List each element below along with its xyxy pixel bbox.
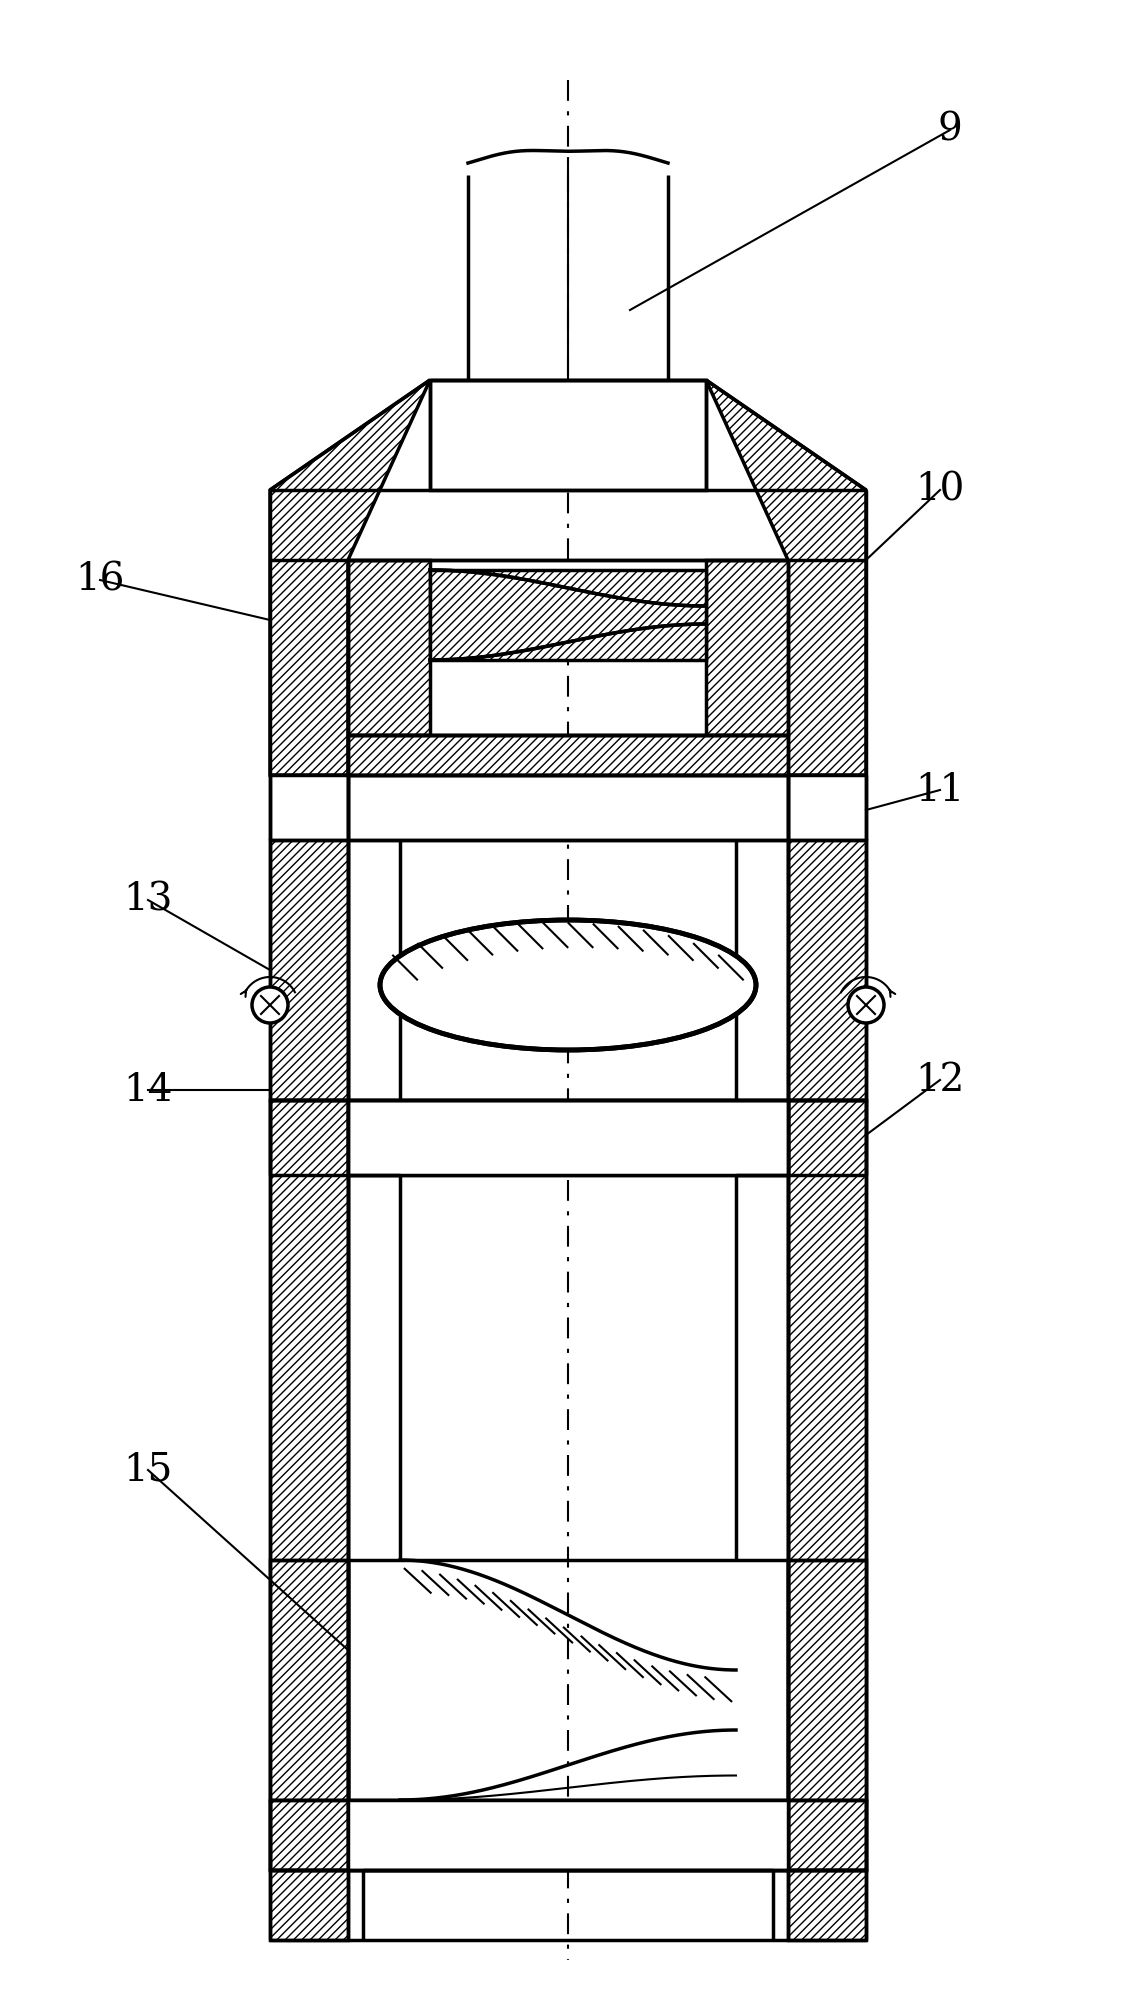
Polygon shape bbox=[270, 380, 431, 775]
Circle shape bbox=[847, 986, 884, 1024]
Ellipse shape bbox=[381, 920, 755, 1050]
Bar bbox=[348, 735, 788, 775]
Bar bbox=[788, 1560, 866, 1801]
Bar bbox=[270, 1560, 348, 1801]
Bar bbox=[788, 1801, 866, 1870]
Bar bbox=[270, 1801, 348, 1870]
Bar bbox=[705, 560, 788, 735]
Bar bbox=[348, 1100, 788, 1175]
Text: 11: 11 bbox=[916, 771, 964, 809]
Bar bbox=[431, 570, 705, 659]
Text: 9: 9 bbox=[937, 112, 962, 149]
Text: 15: 15 bbox=[124, 1452, 173, 1488]
Polygon shape bbox=[705, 380, 866, 775]
Text: 14: 14 bbox=[123, 1072, 173, 1108]
Bar bbox=[431, 380, 705, 490]
Bar bbox=[788, 1100, 866, 1870]
Bar bbox=[348, 560, 431, 735]
Bar bbox=[270, 1870, 348, 1940]
Bar bbox=[788, 841, 866, 1100]
Bar bbox=[270, 1100, 348, 1870]
Bar bbox=[348, 775, 788, 841]
Text: 12: 12 bbox=[916, 1062, 964, 1098]
Text: 16: 16 bbox=[75, 562, 125, 598]
Text: 10: 10 bbox=[916, 472, 964, 508]
Bar bbox=[270, 841, 348, 1100]
Circle shape bbox=[252, 986, 289, 1024]
Bar bbox=[788, 1870, 866, 1940]
Text: 13: 13 bbox=[124, 882, 173, 918]
Bar bbox=[348, 1801, 788, 1870]
